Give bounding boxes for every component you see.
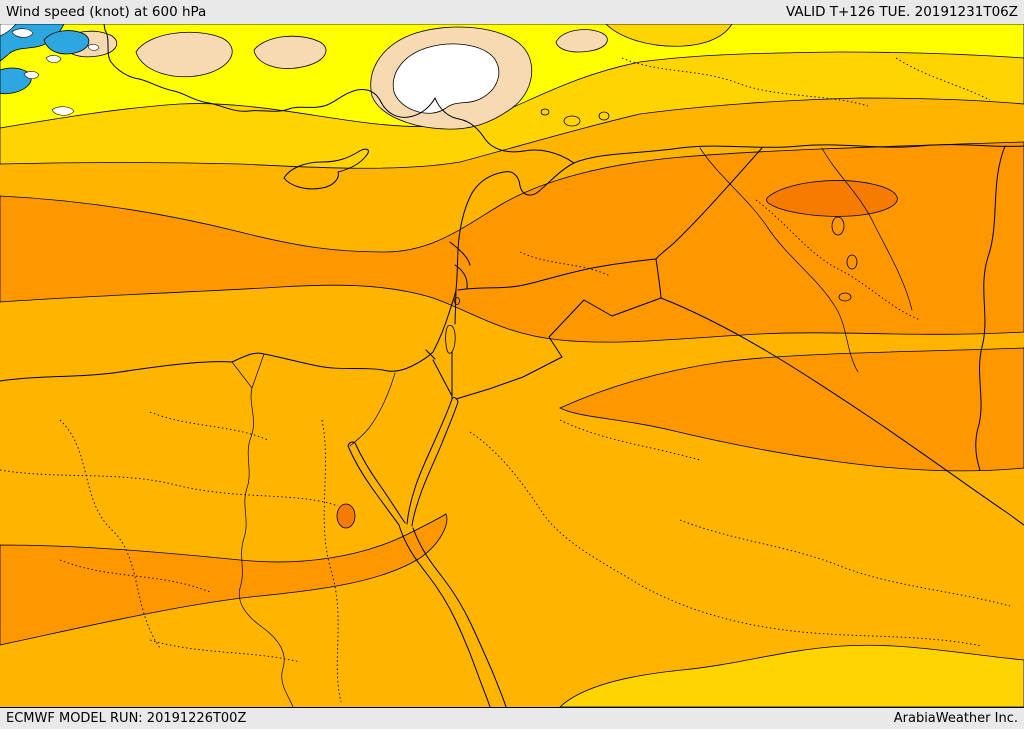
iraq-saudi-border	[660, 297, 1024, 526]
model-run-label: ECMWF MODEL RUN: 20191226T00Z	[6, 711, 247, 726]
suez-canal	[349, 372, 396, 447]
turkey-syria-border	[573, 144, 1024, 164]
syria-iraq-border	[655, 147, 763, 260]
sea-patch	[0, 67, 32, 95]
mediterranean-levant-coastline	[0, 24, 575, 382]
anatolian-lake-outline	[598, 111, 610, 121]
band-orange-southwest	[0, 513, 448, 646]
lakes-layer	[445, 108, 858, 354]
tigris-river	[821, 147, 913, 311]
map-title: Wind speed (knot) at 600 hPa	[6, 4, 207, 20]
iraq-iran-border	[975, 145, 1006, 471]
jordan-syria-border	[457, 258, 657, 291]
coastline-layer	[0, 24, 913, 707]
euphrates-river	[699, 147, 859, 373]
cyprus-island-outline	[283, 148, 369, 190]
brand-label: ArabiaWeather Inc.	[893, 711, 1018, 726]
country-border-layer	[425, 144, 1024, 526]
israel-egypt-border	[425, 349, 453, 397]
iraqi-lake-outline	[831, 216, 845, 236]
sea-of-galilee-outline	[454, 297, 460, 305]
band-deep-orange-sinai-spot	[336, 503, 356, 529]
weather-map	[0, 24, 1024, 707]
bottom-info-bar: ECMWF MODEL RUN: 20191226T00Z ArabiaWeat…	[0, 707, 1024, 729]
band-orange-central-jetstreak	[0, 141, 1024, 343]
lebanon-borders	[449, 241, 471, 289]
aegean-sea-patches	[0, 24, 100, 116]
aegean-islands	[0, 24, 100, 116]
band-white-antalya-calm	[392, 43, 500, 114]
sea-patch	[43, 30, 90, 55]
wind-shading-layer	[0, 24, 1024, 707]
admin-border-layer	[0, 57, 1011, 703]
iraqi-lake-outline	[846, 254, 858, 270]
band-gold-top-notch	[605, 24, 733, 47]
nile-river	[231, 353, 294, 707]
valid-time-label: VALID T+126 TUE. 20191231T06Z	[785, 4, 1018, 20]
top-info-bar: Wind speed (knot) at 600 hPa VALID T+126…	[0, 0, 1024, 24]
gulf-of-aqaba-coast	[406, 397, 459, 527]
band-orange-southeast	[559, 347, 1024, 472]
red-sea-coast	[398, 524, 507, 707]
wind-speed-map-canvas	[0, 24, 1024, 707]
dead-sea-outline	[445, 324, 456, 354]
anatolian-lake-outline	[563, 115, 581, 127]
band-gold-bottom-right	[559, 644, 1024, 707]
anatolian-lake-outline	[540, 108, 550, 116]
admin-dotted-borders	[0, 57, 1011, 703]
israel-jordan-border	[451, 289, 457, 399]
iraqi-lake-outline	[838, 292, 852, 302]
jordan-iraq-border	[655, 258, 662, 299]
jordan-saudi-border	[455, 297, 662, 400]
